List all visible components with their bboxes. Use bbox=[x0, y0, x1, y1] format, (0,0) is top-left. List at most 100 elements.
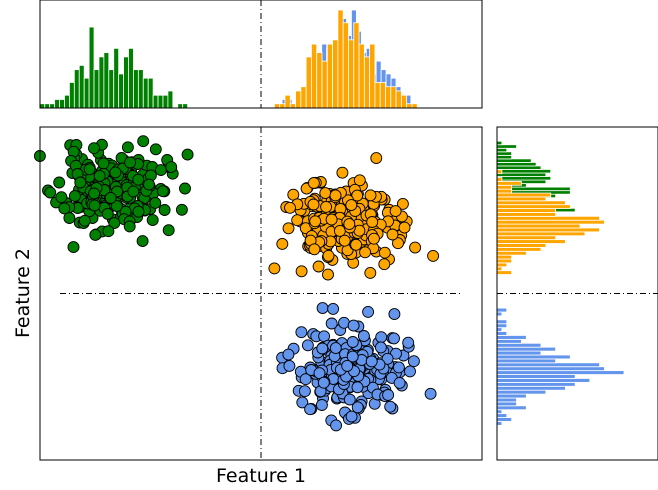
right-hist-bar-cluster-3 bbox=[496, 311, 503, 317]
scatter-point-cluster-2 bbox=[389, 205, 402, 218]
top-hist-bar-cluster-2 bbox=[279, 103, 286, 109]
scatter-point-cluster-2 bbox=[386, 228, 399, 241]
right-hist-bar-cluster-3 bbox=[496, 421, 503, 426]
scatter-point-cluster-3 bbox=[316, 302, 329, 315]
right-hist-bar-cluster-2 bbox=[496, 169, 503, 175]
scatter-point-cluster-2 bbox=[343, 218, 356, 231]
right-hist-bar-cluster-3 bbox=[496, 331, 508, 336]
scatter-point-cluster-2 bbox=[378, 258, 391, 271]
scatter-point-cluster-3 bbox=[346, 336, 359, 348]
scatter-point-cluster-3 bbox=[298, 385, 311, 398]
scatter-point-cluster-1 bbox=[149, 196, 162, 209]
top-hist-bar-cluster-2 bbox=[379, 82, 386, 109]
top-hist-bar-cluster-1 bbox=[128, 47, 134, 109]
right-hist-bar-cluster-2 bbox=[496, 215, 600, 221]
scatter-point-cluster-3 bbox=[357, 330, 370, 342]
scatter-points bbox=[33, 135, 440, 432]
scatter-point-cluster-1 bbox=[68, 190, 81, 202]
right-hist-bar-cluster-3 bbox=[496, 401, 517, 407]
scatter-point-cluster-1 bbox=[97, 157, 110, 170]
scatter-point-cluster-2 bbox=[370, 152, 383, 165]
scatter-point-cluster-2 bbox=[366, 216, 379, 228]
scatter-point-cluster-2 bbox=[409, 241, 422, 254]
right-hist-bar-cluster-2 bbox=[496, 270, 513, 275]
top-hist-bar-cluster-1 bbox=[118, 73, 124, 109]
right-hist-bar-cluster-2 bbox=[496, 235, 557, 241]
scatter-point-cluster-3 bbox=[317, 376, 330, 389]
scatter-point-cluster-3 bbox=[330, 419, 343, 432]
scatter-frame bbox=[39, 126, 483, 461]
top-hist-bar-cluster-1 bbox=[152, 94, 159, 109]
scatter-point-cluster-3 bbox=[299, 373, 312, 386]
scatter-point-cluster-3 bbox=[295, 326, 308, 339]
scatter-point-cluster-2 bbox=[338, 234, 351, 247]
scatter-point-cluster-1 bbox=[89, 228, 102, 241]
right-hist-bar-cluster-3 bbox=[496, 362, 600, 368]
right-hist-bar-cluster-3 bbox=[496, 319, 508, 325]
scatter-point-cluster-3 bbox=[375, 331, 388, 344]
top-hist-bar-cluster-2 bbox=[289, 103, 296, 109]
scatter-point-cluster-3 bbox=[327, 302, 340, 315]
scatter-panel bbox=[33, 126, 483, 461]
right-hist-bar-cluster-1 bbox=[496, 172, 547, 177]
right-hist-bar-cluster-3 bbox=[496, 323, 508, 329]
top-hist-bar-cluster-2 bbox=[374, 82, 381, 109]
scatter-point-cluster-1 bbox=[108, 217, 121, 230]
scatter-point-cluster-1 bbox=[123, 220, 136, 233]
top-hist-bar-cluster-2 bbox=[337, 9, 344, 109]
scatter-point-cluster-3 bbox=[316, 342, 329, 355]
scatter-point-cluster-2 bbox=[309, 215, 322, 228]
top-hist-bar-cluster-2 bbox=[390, 86, 397, 109]
scatter-point-cluster-2 bbox=[322, 268, 334, 281]
right-hist-bar-cluster-3 bbox=[496, 397, 517, 403]
scatter-point-cluster-2 bbox=[427, 249, 440, 262]
scatter-point-cluster-1 bbox=[154, 164, 167, 177]
right-hist-bar-cluster-3 bbox=[496, 378, 591, 383]
scatter-point-cluster-1 bbox=[53, 176, 66, 189]
right-hist-bar-cluster-2 bbox=[496, 184, 513, 190]
right-hist-bar-cluster-2 bbox=[496, 266, 503, 272]
scatter-point-cluster-2 bbox=[350, 238, 363, 251]
top-hist-bar-cluster-2 bbox=[395, 90, 402, 109]
top-hist-bar-cluster-2 bbox=[342, 22, 349, 109]
top-marginal-histogram bbox=[39, 0, 483, 109]
right-hist-bar-cluster-1 bbox=[496, 162, 537, 167]
top-hist-bar-cluster-2 bbox=[363, 56, 371, 109]
right-hist-bar-cluster-2 bbox=[496, 212, 557, 217]
top-hist-bar-cluster-1 bbox=[98, 56, 105, 109]
right-hist-bar-cluster-1 bbox=[496, 165, 542, 170]
scatter-point-cluster-1 bbox=[104, 191, 117, 204]
scatter-point-cluster-2 bbox=[345, 199, 358, 212]
top-hist-bar-cluster-1 bbox=[123, 56, 129, 109]
scatter-point-cluster-2 bbox=[307, 198, 320, 211]
top-hist-bar-cluster-1 bbox=[137, 69, 144, 109]
scatter-point-cluster-3 bbox=[365, 355, 378, 368]
scatter-point-cluster-2 bbox=[353, 174, 366, 187]
scatter-point-cluster-1 bbox=[58, 202, 71, 215]
scatter-point-cluster-3 bbox=[315, 399, 328, 411]
scatter-point-cluster-3 bbox=[424, 387, 437, 400]
scatter-point-cluster-2 bbox=[398, 221, 411, 234]
scatter-point-cluster-3 bbox=[351, 381, 364, 394]
scatter-point-cluster-2 bbox=[333, 224, 346, 237]
top-hist-bar-cluster-2 bbox=[316, 52, 323, 109]
top-hist-bar-cluster-1 bbox=[103, 52, 110, 109]
top-hist-bar-cluster-2 bbox=[274, 103, 281, 109]
scatter-point-cluster-3 bbox=[341, 359, 354, 372]
right-hist-bar-cluster-2 bbox=[496, 243, 547, 248]
scatter-point-cluster-1 bbox=[83, 163, 96, 176]
y-axis-label: Feature 2 bbox=[12, 248, 34, 338]
scatter-point-cluster-1 bbox=[88, 187, 101, 200]
scatter-point-cluster-3 bbox=[282, 348, 295, 361]
scatter-point-cluster-2 bbox=[291, 214, 304, 227]
right-hist-bar-cluster-1 bbox=[496, 147, 508, 153]
right-hist-bar-cluster-1 bbox=[496, 140, 503, 146]
scatter-point-cluster-1 bbox=[109, 166, 122, 179]
right-hist-bar-cluster-2 bbox=[496, 254, 513, 260]
scatter-point-cluster-1 bbox=[179, 182, 191, 195]
scatter-point-cluster-2 bbox=[364, 266, 377, 279]
scatter-point-cluster-2 bbox=[351, 189, 364, 202]
scatter-point-cluster-1 bbox=[110, 200, 123, 213]
scatter-point-cluster-3 bbox=[393, 376, 406, 389]
